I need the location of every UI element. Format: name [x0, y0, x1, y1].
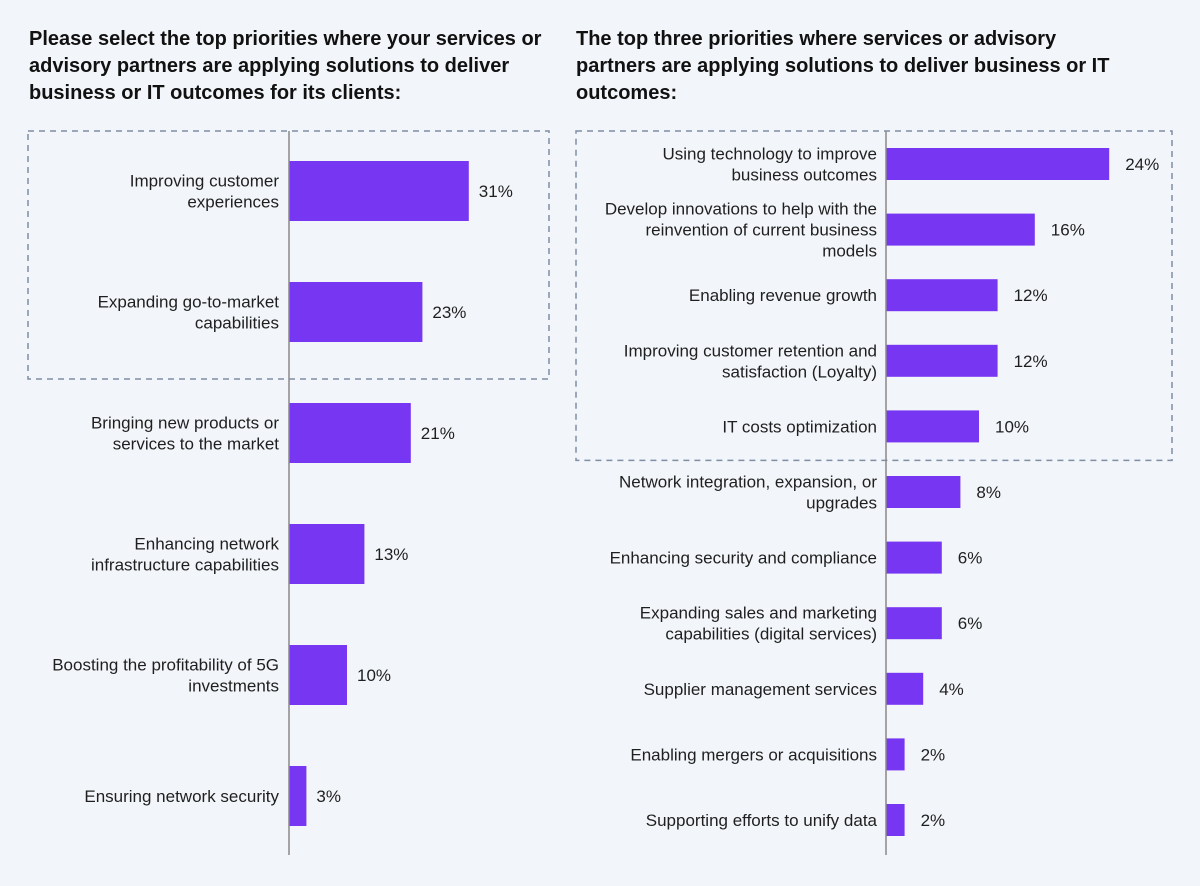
bar — [886, 607, 942, 640]
category-label: Using technology to improve business outc… — [662, 145, 877, 185]
category-label: Enhancing security and compliance — [610, 549, 877, 568]
highlight-box — [575, 130, 1173, 462]
category-label: Boosting the profitability of 5G investme… — [52, 656, 279, 696]
value-label: 2% — [921, 745, 946, 764]
category-label: IT costs optimization — [722, 417, 877, 436]
highlight-box — [27, 130, 550, 380]
value-label: 3% — [316, 787, 341, 806]
bar — [886, 672, 924, 705]
value-label: 8% — [976, 483, 1001, 502]
bar — [886, 476, 961, 508]
bar — [886, 148, 1110, 180]
value-label: 12% — [1014, 352, 1048, 371]
category-label: Develop innovations to help with the rein… — [605, 200, 877, 261]
bar — [886, 279, 998, 312]
bar — [289, 766, 307, 826]
bar — [886, 344, 998, 377]
category-label: Enabling mergers or acquisitions — [630, 745, 877, 764]
left-chart-title: Please select the top priorities where y… — [29, 28, 542, 104]
category-label: Expanding sales and marketing capabilitie… — [640, 604, 877, 644]
category-label: Enabling revenue growth — [689, 286, 877, 305]
value-label: 12% — [1014, 286, 1048, 305]
category-label: Supporting efforts to unify data — [646, 811, 878, 830]
category-label: Enhancing network infrastructure capabili… — [91, 535, 280, 575]
value-label: 6% — [958, 549, 983, 568]
value-label: 2% — [921, 811, 946, 830]
category-label: Bringing new products or services to the … — [91, 414, 279, 454]
bar — [289, 282, 423, 342]
category-label: Ensuring network security — [84, 787, 279, 806]
bar — [886, 213, 1035, 246]
value-label: 4% — [939, 680, 964, 699]
category-label: Improving customer experiences — [130, 172, 280, 212]
value-label: 6% — [958, 614, 983, 633]
bar — [886, 541, 942, 574]
value-label: 23% — [432, 303, 466, 322]
value-label: 10% — [995, 417, 1029, 436]
value-label: 16% — [1051, 221, 1085, 240]
bar — [289, 161, 469, 221]
value-label: 24% — [1125, 155, 1159, 174]
bar — [886, 804, 905, 836]
bar — [289, 403, 411, 463]
bar — [886, 410, 979, 443]
right-chart-title: The top three priorities where services … — [576, 28, 1110, 104]
value-label: 10% — [357, 666, 391, 685]
bar — [289, 524, 365, 584]
value-label: 31% — [479, 182, 513, 201]
category-label: Improving customer retention and satisfac… — [624, 341, 877, 381]
category-label: Supplier management services — [644, 680, 877, 699]
bar — [886, 738, 905, 771]
value-label: 13% — [374, 545, 408, 564]
category-label: Network integration, expansion, or upgrad… — [619, 473, 877, 513]
category-label: Expanding go-to-market capabilities — [98, 293, 280, 333]
value-label: 21% — [421, 424, 455, 443]
bar — [289, 645, 347, 705]
